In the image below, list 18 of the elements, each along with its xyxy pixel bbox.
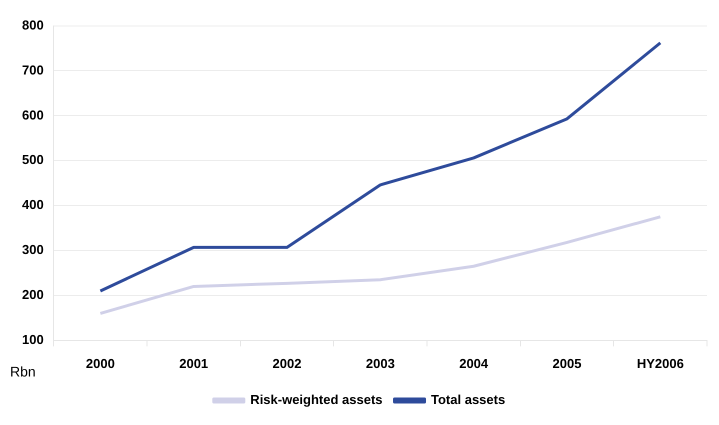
legend-label: Risk-weighted assets	[250, 392, 383, 408]
x-tick-label: 2000	[86, 356, 115, 371]
legend-label: Total assets	[431, 392, 506, 408]
x-tick-label: 2004	[459, 356, 489, 371]
y-tick-label: 800	[22, 17, 44, 32]
y-axis-title: Rbn	[10, 363, 36, 380]
x-tick-label: 2002	[272, 356, 302, 371]
x-tick-label: HY2006	[636, 356, 684, 371]
y-tick-label: 500	[22, 152, 44, 168]
y-tick-label: 200	[22, 287, 44, 302]
y-tick-label: 400	[22, 197, 44, 212]
y-tick-label: 700	[22, 62, 44, 78]
y-tick-label: 100	[22, 332, 44, 347]
x-tick-label: 2003	[366, 356, 395, 371]
x-tick-label: 2005	[552, 356, 582, 371]
y-tick-label: 300	[22, 242, 44, 258]
x-tick-label: 2001	[179, 356, 208, 371]
y-tick-label: 600	[22, 107, 44, 122]
